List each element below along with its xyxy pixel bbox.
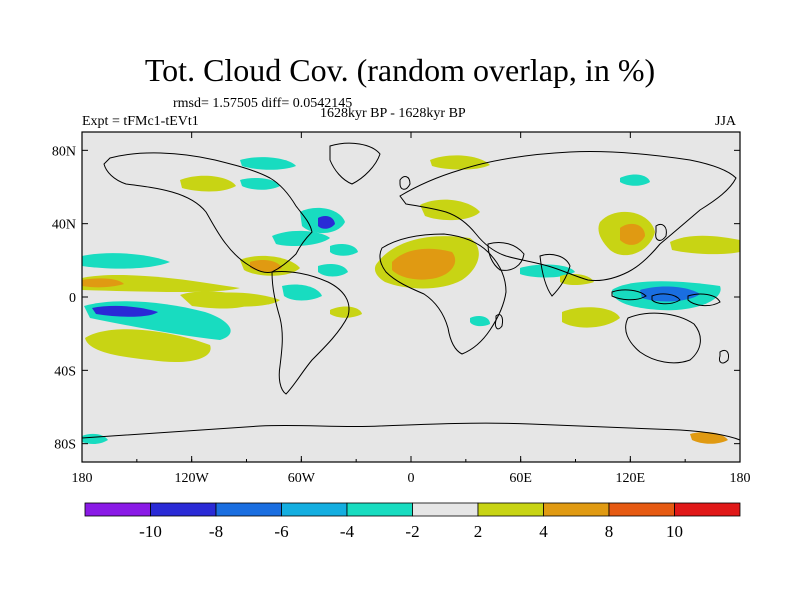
anomaly-patch-sahara-core	[392, 248, 456, 280]
coastline-greenland	[329, 142, 381, 185]
chart-title: Tot. Cloud Cov. (random overlap, in %)	[144, 52, 656, 88]
anomaly-patch-indian-ocean	[562, 307, 620, 328]
coastline-south-america	[271, 271, 350, 395]
lon-label: 180	[730, 471, 751, 486]
colorbar-label: -8	[209, 522, 223, 541]
colorbar-swatch	[608, 502, 675, 517]
anomaly-patch-siberia	[620, 174, 650, 186]
stats-label: rmsd= 1.57505 diff= 0.0542145	[173, 96, 353, 111]
colorbar-swatch	[281, 502, 348, 517]
lat-label: 80N	[52, 144, 76, 159]
colorbar-label: -10	[139, 522, 162, 541]
season-label: JJA	[715, 114, 737, 129]
colorbar-label: -4	[340, 522, 355, 541]
anomaly-patch-south-america	[282, 284, 322, 301]
colorbar-label: 2	[474, 522, 483, 541]
anomaly-patch-east-asia-core	[620, 223, 645, 245]
anomaly-patch-equatorial-east-pacific	[82, 275, 240, 292]
coastline-arabia	[487, 241, 525, 271]
anomaly-patch-south-africa	[470, 316, 490, 327]
anomaly-patch-south-pacific	[85, 329, 211, 363]
colorbar-swatch	[346, 502, 413, 517]
coastline-uk	[399, 176, 411, 190]
colorbar-swatch	[477, 502, 544, 517]
colorbar-label: -2	[405, 522, 419, 541]
lon-label: 120W	[175, 471, 210, 486]
anomaly-patch-south-atlantic	[330, 306, 362, 318]
anomaly-patch-canada	[180, 175, 236, 192]
colorbar-swatch	[84, 502, 151, 517]
coastline-japan	[655, 223, 667, 241]
colorbar-label: -6	[274, 522, 288, 541]
anomaly-patch-north-pacific	[670, 235, 740, 255]
anomaly-patch-subtropical-atlantic	[318, 264, 348, 277]
coastline-africa	[379, 233, 507, 355]
anomaly-patch-caribbean-core	[250, 260, 282, 272]
colorbar-swatch	[412, 502, 479, 517]
anomaly-patch-equatorial-core	[82, 278, 124, 288]
colorbar-swatch	[674, 502, 741, 517]
colorbar-label: 10	[666, 522, 683, 541]
anomaly-patch-southern-ocean-east	[690, 432, 728, 444]
coastline-indonesia-2	[651, 293, 681, 305]
coastline-australia	[625, 312, 701, 364]
axis-ticks	[81, 132, 741, 462]
coastline-new-zealand	[719, 349, 729, 364]
anomaly-patch-arabian-sea	[520, 264, 575, 278]
lon-label: 180	[72, 471, 93, 486]
colorbar-label: 8	[605, 522, 614, 541]
lon-label: 60E	[509, 471, 532, 486]
lon-label: 120E	[616, 471, 646, 486]
lon-tick-labels: 180 120W 60W 0 60E 120E 180	[72, 471, 751, 486]
anomaly-patch-maritime-core	[640, 286, 700, 302]
anomaly-patch-arctic-canada-2	[240, 178, 280, 190]
colorbar-label: 4	[539, 522, 548, 541]
coastline-indonesia-1	[611, 289, 647, 301]
anomaly-patch-gulf-stream	[272, 230, 330, 246]
lat-label: 0	[69, 291, 76, 306]
coastline-new-guinea	[687, 293, 721, 307]
colorbar-labels: -10 -8 -6 -4 -2 2 4 8 10	[139, 522, 683, 541]
colorbar-swatch	[150, 502, 217, 517]
colorbar	[84, 502, 741, 517]
anomaly-patch-arctic-canada	[240, 157, 296, 170]
anomaly-patch-south-pacific-east	[200, 292, 280, 307]
anomaly-patches	[82, 155, 740, 444]
anomaly-patch-north-america-core	[318, 216, 335, 229]
lat-tick-labels: 80N 40N 0 40S 80S	[52, 144, 76, 452]
anomaly-patch-north-tropical-pacific	[82, 253, 170, 269]
lat-label: 80S	[54, 438, 76, 453]
experiment-label: Expt = tFMc1-tEVt1	[82, 114, 199, 129]
anomaly-patch-europe	[420, 199, 480, 221]
colorbar-swatch	[543, 502, 610, 517]
anomaly-patch-tropical-pacific-core	[92, 305, 158, 317]
lat-label: 40S	[54, 364, 76, 379]
anomaly-patch-west-africa	[330, 244, 358, 256]
period-label: 1628kyr BP - 1628kyr BP	[320, 106, 466, 121]
coastline-india	[539, 253, 571, 297]
coastline-madagascar	[495, 313, 503, 330]
colorbar-swatch	[215, 502, 282, 517]
coastlines	[81, 142, 741, 441]
lon-label: 60W	[288, 471, 316, 486]
anomaly-patch-north-atlantic	[430, 155, 490, 170]
coastline-eurasia	[399, 150, 737, 281]
lon-label: 0	[408, 471, 415, 486]
coastline-antarctica	[81, 422, 741, 441]
lat-label: 40N	[52, 218, 76, 233]
anomaly-patch-south-indian	[560, 274, 594, 285]
